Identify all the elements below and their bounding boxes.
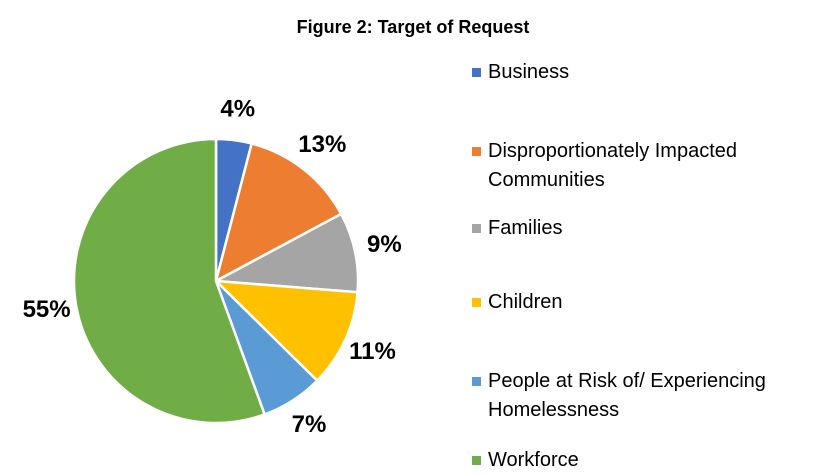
data-label: 9% <box>367 231 402 258</box>
legend-item: Disproportionately Impacted Communities <box>472 137 822 195</box>
legend-label: Workforce <box>488 449 579 471</box>
chart-title: Figure 2: Target of Request <box>297 17 530 37</box>
legend-item: Business <box>472 58 822 87</box>
legend-swatch <box>472 147 481 156</box>
legend-label: Business <box>488 61 570 83</box>
legend-item: Children <box>472 288 822 317</box>
legend-swatch <box>472 298 481 307</box>
legend-label: Families <box>488 217 563 239</box>
legend-swatch <box>472 456 481 465</box>
pie-slice <box>72 137 267 425</box>
legend-item: People at Risk of/ Experiencing Homeless… <box>472 367 822 425</box>
legend-item: Families <box>472 214 822 243</box>
data-label: 55% <box>23 296 71 323</box>
legend-label: Disproportionately Impacted Communities <box>488 140 738 191</box>
data-label: 13% <box>298 131 346 158</box>
legend-item: Workforce <box>472 446 822 475</box>
legend-swatch <box>472 68 481 77</box>
data-label: 4% <box>220 96 255 123</box>
pie-slice <box>211 212 360 294</box>
data-label: 7% <box>292 411 327 438</box>
data-label: 11% <box>349 338 396 365</box>
pie-slice <box>212 279 359 383</box>
legend-label: People at Risk of/ Experiencing Homeless… <box>488 370 766 421</box>
pie-slice <box>214 142 343 284</box>
legend-swatch <box>472 224 481 233</box>
legend-label: Children <box>488 291 563 313</box>
legend-swatch <box>472 377 481 386</box>
